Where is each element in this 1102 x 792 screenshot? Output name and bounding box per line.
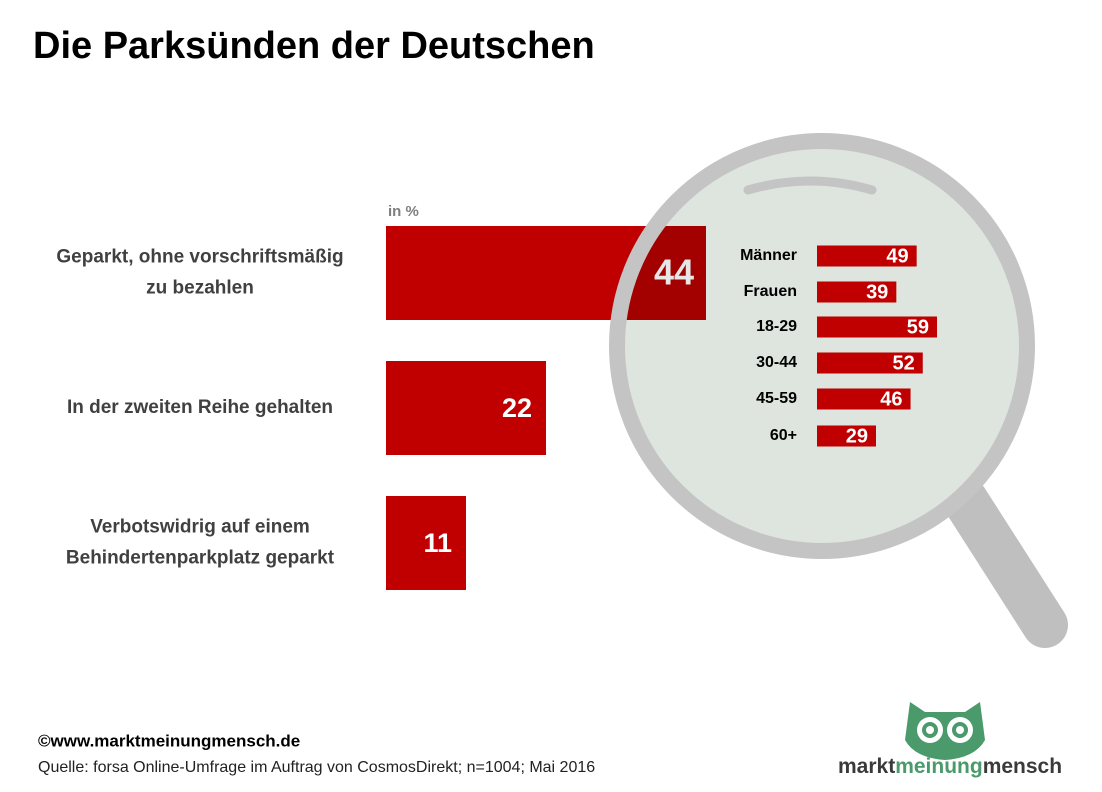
value-label: 44 <box>654 252 694 293</box>
logo-part: mensch <box>983 755 1062 778</box>
category-label: zu bezahlen <box>146 278 254 299</box>
category-label: In der zweiten Reihe gehalten <box>67 397 333 418</box>
magnifier-ring <box>609 133 1035 559</box>
bar <box>817 281 897 303</box>
category-label: 60+ <box>770 427 797 444</box>
source: Quelle: forsa Online-Umfrage im Auftrag … <box>38 759 595 776</box>
bar <box>817 316 937 338</box>
unit-label: in % <box>388 203 419 220</box>
bar <box>817 388 911 410</box>
category-label: Männer <box>740 247 797 264</box>
title: Die Parksünden der Deutschen <box>33 25 595 67</box>
bar <box>817 245 917 267</box>
value-label: 59 <box>907 316 929 338</box>
bar <box>386 496 466 590</box>
bar <box>817 352 923 374</box>
value-label: 11 <box>423 528 452 558</box>
logo-owl <box>905 702 985 760</box>
category-label: Verbotswidrig auf einem <box>90 517 310 538</box>
value-label: 29 <box>846 425 868 447</box>
magnifier-lens <box>617 141 1027 551</box>
logo-part: meinung <box>895 755 983 778</box>
category-label: Geparkt, ohne vorschriftsmäßig <box>56 247 343 268</box>
value-label: 52 <box>893 352 915 374</box>
value-label: 46 <box>880 388 902 410</box>
logo-part: markt <box>838 755 895 778</box>
logo-text: marktmeinungmensch <box>838 755 1062 778</box>
category-label: Behindertenparkplatz geparkt <box>66 548 335 569</box>
category-label: Frauen <box>744 283 797 300</box>
value-label: 22 <box>502 393 532 423</box>
value-label: 49 <box>886 245 908 267</box>
magnifier-handle <box>942 477 1068 648</box>
bar <box>386 361 546 455</box>
copyright: ©www.marktmeinungmensch.de <box>38 731 300 750</box>
category-label: 30-44 <box>756 354 797 371</box>
category-label: 45-59 <box>756 390 797 407</box>
lens-glare <box>743 176 877 195</box>
category-label: 18-29 <box>756 318 797 335</box>
value-label: 39 <box>866 281 888 303</box>
bar <box>817 425 876 447</box>
